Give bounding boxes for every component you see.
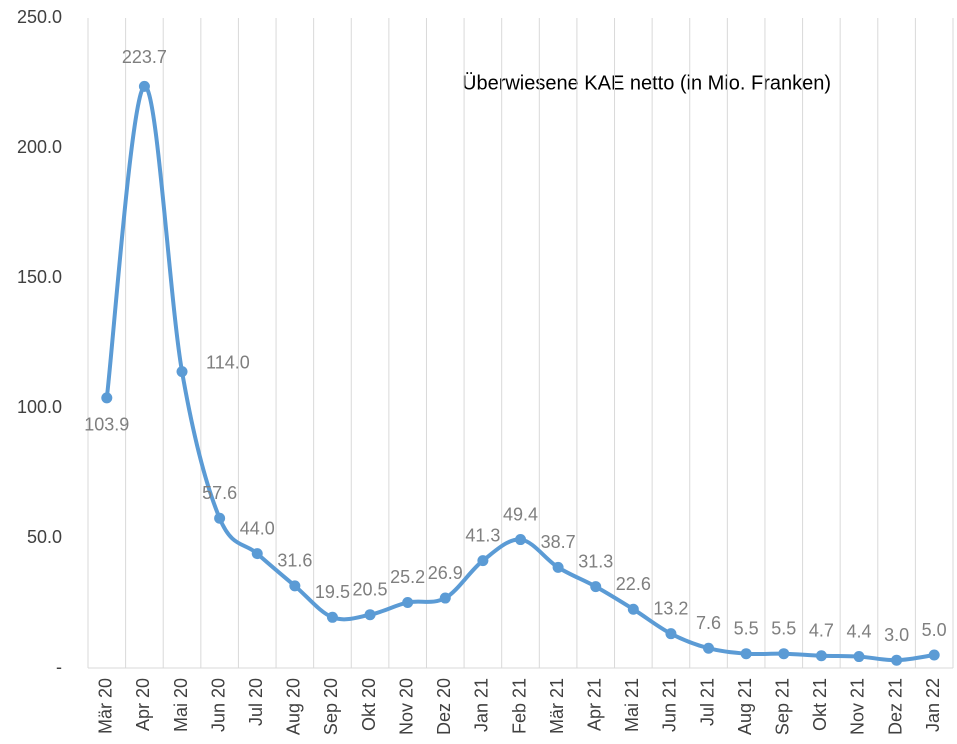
point bbox=[402, 596, 414, 608]
x-tick-label: Sep 20 bbox=[321, 678, 341, 735]
x-tick-label: Jun 21 bbox=[660, 678, 680, 732]
point bbox=[214, 512, 226, 524]
line bbox=[104, 84, 935, 663]
x-tick-label: Dez 21 bbox=[885, 678, 905, 735]
x-tick-label: Mär 20 bbox=[96, 678, 116, 734]
data-label: 38.7 bbox=[541, 532, 576, 552]
data-label: 26.9 bbox=[428, 563, 463, 583]
data-label: 223.7 bbox=[122, 47, 167, 67]
data-label: 31.6 bbox=[277, 551, 312, 571]
data-label: 57.6 bbox=[202, 483, 237, 503]
data-label: 103.9 bbox=[84, 415, 129, 435]
data-label: 19.5 bbox=[315, 582, 350, 602]
x-tick-label: Jan 21 bbox=[472, 678, 492, 732]
point bbox=[928, 649, 940, 661]
x-tick-label: Jul 21 bbox=[697, 678, 717, 726]
point bbox=[176, 366, 188, 378]
point bbox=[439, 592, 451, 604]
x-tick-label: Mär 21 bbox=[547, 678, 567, 734]
y-tick-label: 200.0 bbox=[17, 137, 62, 157]
point bbox=[853, 651, 865, 663]
point bbox=[627, 603, 639, 615]
point bbox=[138, 80, 150, 92]
data-label: 5.5 bbox=[771, 618, 796, 638]
point bbox=[251, 548, 263, 560]
point bbox=[364, 609, 376, 621]
y-tick-label: 250.0 bbox=[17, 7, 62, 27]
x-tick-label: Aug 20 bbox=[284, 678, 304, 735]
x-tick-label: Mai 21 bbox=[622, 678, 642, 732]
point bbox=[515, 534, 526, 546]
x-tick-label: Apr 20 bbox=[133, 678, 153, 731]
x-tick-label: Okt 21 bbox=[810, 678, 830, 731]
annotation: Überwiesene KAE netto (in Mio. Franken) bbox=[462, 72, 831, 94]
point bbox=[703, 642, 715, 654]
x-tick-label: Nov 20 bbox=[396, 678, 416, 735]
point bbox=[590, 581, 602, 593]
data-label: 25.2 bbox=[390, 567, 425, 587]
x-tick-label: Sep 21 bbox=[773, 678, 793, 735]
y-tick-label: 50.0 bbox=[27, 527, 62, 547]
data-label: 20.5 bbox=[353, 579, 388, 599]
data-label: 13.2 bbox=[653, 598, 688, 618]
data-label: 41.3 bbox=[465, 525, 500, 545]
data-label: 7.6 bbox=[696, 613, 721, 633]
x-tick-label: Jun 20 bbox=[208, 678, 228, 732]
x-tick-label: Dez 20 bbox=[434, 678, 454, 735]
point bbox=[101, 392, 113, 404]
data-label: 31.3 bbox=[578, 551, 613, 571]
data-label: 44.0 bbox=[240, 518, 275, 538]
data-label: 114.0 bbox=[206, 352, 250, 372]
point bbox=[477, 555, 489, 567]
y-tick-label: - bbox=[56, 657, 62, 677]
x-tick-label: Feb 21 bbox=[509, 678, 529, 734]
x-tick-label: Jan 22 bbox=[923, 678, 943, 732]
data-label: 49.4 bbox=[503, 504, 538, 524]
point bbox=[665, 628, 677, 640]
point bbox=[891, 654, 903, 666]
x-tick-label: Aug 21 bbox=[735, 678, 755, 735]
data-label: 4.4 bbox=[846, 621, 871, 641]
point bbox=[740, 648, 752, 660]
y-tick-label: 150.0 bbox=[17, 267, 62, 287]
data-label: 4.7 bbox=[809, 621, 834, 641]
data-label: 22.6 bbox=[616, 574, 651, 594]
point bbox=[552, 561, 564, 573]
point bbox=[815, 650, 827, 662]
x-tick-label: Jul 20 bbox=[246, 678, 266, 726]
point bbox=[326, 611, 338, 623]
data-label: 5.0 bbox=[922, 620, 947, 640]
point bbox=[778, 648, 790, 660]
x-tick-label: Nov 21 bbox=[848, 678, 868, 735]
point bbox=[289, 580, 301, 592]
y-tick-label: 100.0 bbox=[17, 397, 62, 417]
x-tick-label: Apr 21 bbox=[584, 678, 604, 731]
x-tick-label: Mai 20 bbox=[171, 678, 191, 732]
data-label: 3.0 bbox=[884, 625, 909, 645]
x-tick-label: Okt 20 bbox=[359, 678, 379, 731]
data-label: 5.5 bbox=[734, 618, 759, 638]
